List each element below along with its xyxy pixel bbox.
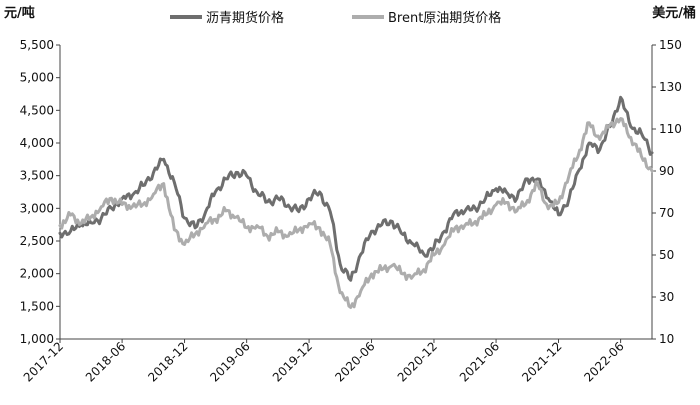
x-tick-label: 2019-12 xyxy=(270,339,315,384)
y-left-tick-label: 1,000 xyxy=(20,332,54,346)
y-right-tick-label: 50 xyxy=(659,248,674,262)
axes: 1,000 1,500 2,000 2,500 3,000 3,500 4,000 4,500… xyxy=(20,38,682,385)
y-left-tick-label: 3,500 xyxy=(20,169,54,183)
y-right-tick-label: 150 xyxy=(659,38,682,52)
series-line-brent xyxy=(58,117,654,309)
legend-label-brent: Brent原油期货价格 xyxy=(388,10,501,26)
y-left-tick-label: 4,000 xyxy=(20,136,54,150)
plot-lines xyxy=(58,95,654,309)
y-left-tick-label: 5,000 xyxy=(20,71,54,85)
x-tick-label: 2018-12 xyxy=(145,339,190,384)
x-tick-label: 2022-06 xyxy=(581,339,626,384)
y-left-tick-label: 3,000 xyxy=(20,201,54,215)
y-left-tick-label: 2,500 xyxy=(20,234,54,248)
y-right-tick-label: 130 xyxy=(659,80,682,94)
y-right-tick-label: 70 xyxy=(659,206,674,220)
y-left-tick-label: 2,000 xyxy=(20,267,54,281)
y-right-unit-label: 美元/桶 xyxy=(652,5,696,21)
x-tick-label: 2019-06 xyxy=(207,339,252,384)
x-tick-label: 2020-12 xyxy=(395,339,440,384)
y-left-tick-label: 1,500 xyxy=(20,299,54,313)
y-left-unit-label: 元/吨 xyxy=(4,5,35,21)
x-tick-label: 2021-06 xyxy=(457,339,502,384)
y-left-tick-label: 5,500 xyxy=(20,38,54,52)
x-tick-label: 2021-12 xyxy=(519,339,564,384)
y-right-tick-label: 30 xyxy=(659,290,674,304)
y-left-tick-label: 4,500 xyxy=(20,103,54,117)
x-tick-label: 2020-06 xyxy=(332,339,377,384)
y-right-tick-label: 110 xyxy=(659,122,682,136)
y-right-tick-label: 10 xyxy=(659,332,674,346)
x-tick-label: 2017-12 xyxy=(21,339,66,384)
legend: 沥青期货价格 Brent原油期货价格 xyxy=(170,10,501,26)
legend-label-asphalt: 沥青期货价格 xyxy=(206,10,284,26)
y-right-tick-label: 90 xyxy=(659,164,674,178)
x-tick-label: 2018-06 xyxy=(83,339,128,384)
